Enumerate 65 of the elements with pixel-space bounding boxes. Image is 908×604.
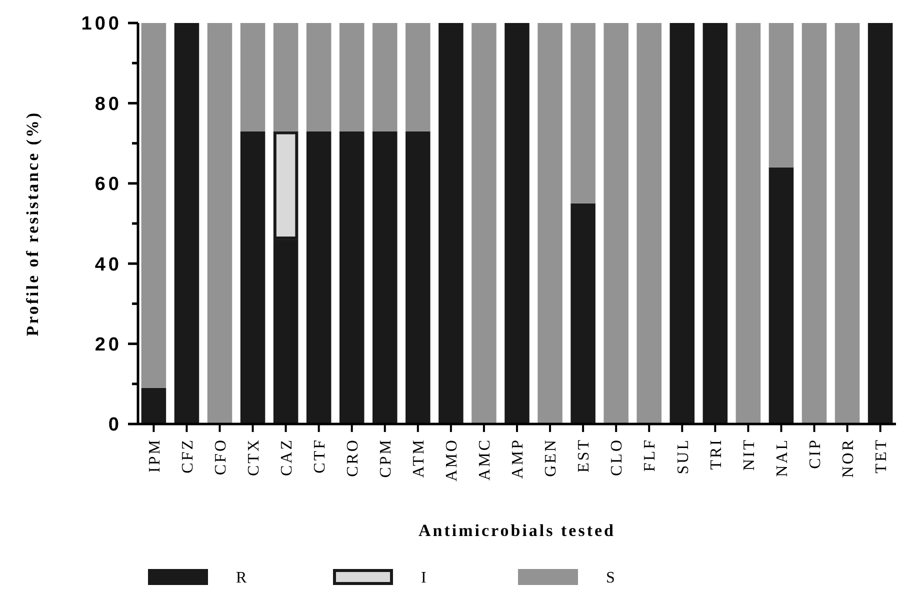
legend-label: R — [236, 570, 247, 587]
bar — [240, 131, 266, 424]
x-tick-label: TET — [872, 438, 890, 474]
x-tick-label: CPM — [377, 438, 394, 478]
bar — [339, 131, 364, 424]
bar — [372, 23, 398, 132]
x-tick-label: NOR — [840, 438, 857, 478]
bar — [570, 203, 596, 424]
bar — [438, 23, 464, 424]
bar — [141, 23, 166, 388]
legend-label: S — [606, 570, 615, 587]
bar — [636, 23, 662, 424]
y-tick-label: 60 — [94, 174, 122, 196]
bar — [868, 23, 893, 424]
bar — [768, 23, 794, 168]
bar — [472, 23, 496, 424]
bar — [306, 131, 332, 424]
y-axis-title: Profile of resistance (%) — [23, 110, 42, 336]
bar — [736, 23, 761, 424]
bar — [604, 23, 628, 424]
x-tick-label: CAZ — [278, 438, 296, 476]
bar — [538, 23, 562, 424]
x-tick-label: ATM — [410, 438, 428, 478]
x-tick-label: CTF — [311, 438, 328, 474]
bar — [207, 23, 232, 424]
x-tick-label: IPM — [146, 438, 164, 472]
bar — [306, 23, 332, 132]
bar — [273, 23, 298, 132]
legend-label: I — [421, 570, 426, 587]
x-tick-label: CFO — [212, 438, 230, 476]
bar — [406, 23, 430, 132]
x-tick-label: CLO — [608, 438, 626, 476]
x-tick-label: NIT — [740, 438, 758, 471]
x-tick-label: CIP — [806, 438, 824, 469]
bar — [670, 23, 695, 424]
y-tick-label: 80 — [94, 94, 122, 115]
x-tick-label: NAL — [774, 438, 791, 477]
bar — [174, 23, 200, 424]
x-tick-label: SUL — [674, 438, 692, 474]
y-tick-label: 40 — [94, 254, 122, 276]
bar — [702, 23, 728, 424]
x-tick-label: TRI — [708, 438, 725, 470]
bar — [834, 23, 860, 424]
bar — [406, 131, 430, 424]
x-tick-label: CRO — [344, 438, 362, 477]
x-tick-label: CFZ — [179, 438, 196, 474]
bar — [570, 23, 596, 204]
x-tick-label: AMC — [476, 438, 494, 480]
y-tick-label: 100 — [81, 14, 122, 35]
bar — [504, 23, 530, 424]
x-tick-label: AMP — [510, 438, 527, 479]
bar — [339, 23, 364, 132]
bar — [240, 23, 266, 132]
x-tick-label: FLF — [642, 438, 659, 472]
x-axis-title: Antimicrobials tested — [418, 521, 616, 540]
bar — [768, 167, 794, 424]
y-tick-label: 20 — [94, 334, 122, 356]
x-tick-label: AMO — [444, 438, 461, 482]
y-tick-label: 0 — [108, 414, 122, 436]
bar — [141, 388, 166, 424]
x-tick-label: CTX — [245, 438, 262, 476]
x-tick-label: EST — [576, 438, 593, 472]
bar — [372, 131, 398, 424]
x-tick-label: GEN — [542, 438, 560, 477]
bar — [802, 23, 827, 424]
